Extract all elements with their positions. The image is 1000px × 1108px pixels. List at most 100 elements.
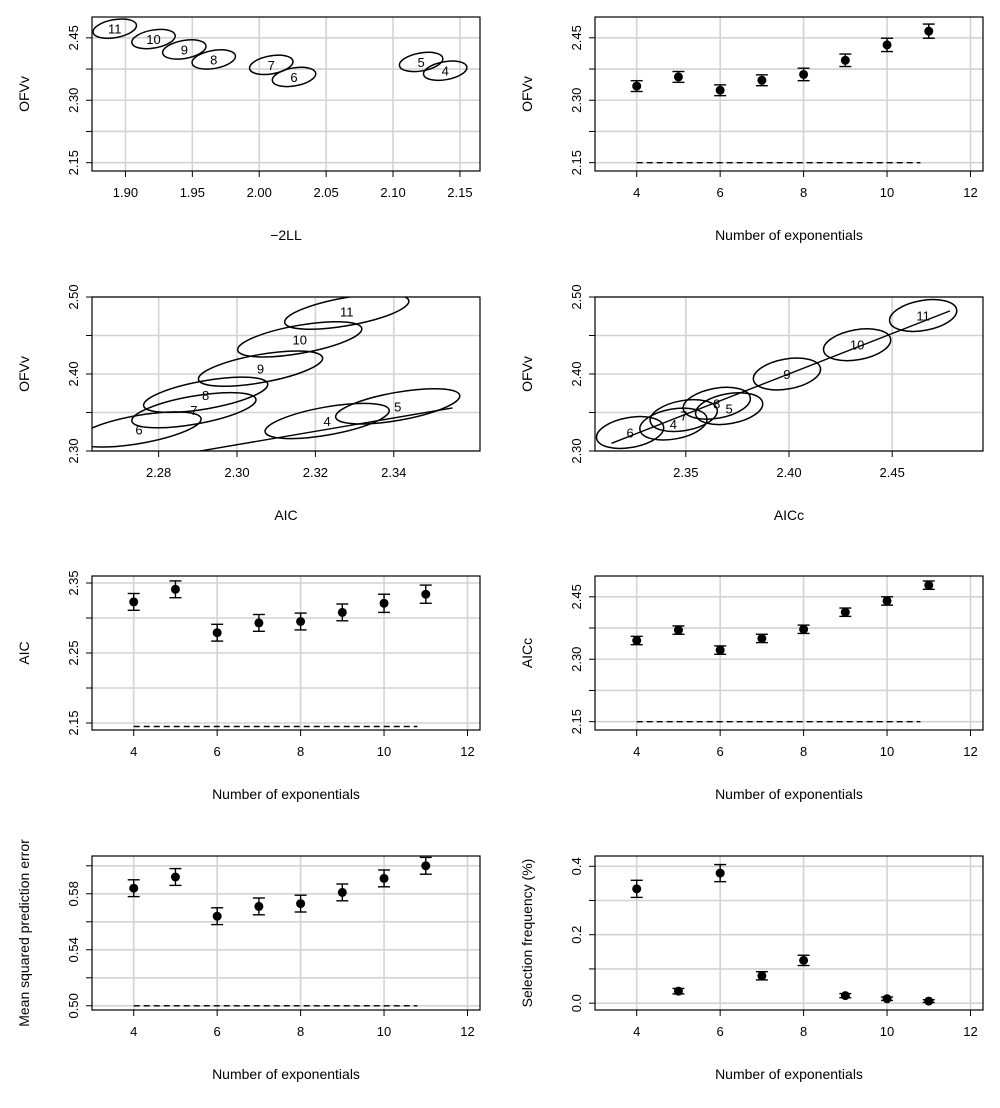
confidence-ellipse <box>283 297 410 330</box>
x-tick-label: 10 <box>880 744 894 759</box>
data-point <box>840 607 850 617</box>
x-tick-label: 10 <box>880 1024 894 1039</box>
data-point <box>632 636 642 646</box>
ellipse-label: 9 <box>181 42 188 57</box>
x-tick-label: 12 <box>963 185 977 200</box>
plot-area <box>127 580 432 728</box>
grid <box>595 17 983 171</box>
y-axis-label: AICc <box>519 638 535 668</box>
chart-7: 4 6 8 10 12 0.50 0.54 0.58 Number of exponential… <box>16 839 481 1082</box>
x-tick-label: 6 <box>214 1024 221 1039</box>
y-tick-label: 2.45 <box>569 25 584 50</box>
plot-frame <box>91 855 481 1011</box>
y-axis-label: AIC <box>16 641 32 664</box>
data-point <box>212 911 222 921</box>
y-tick-label: 2.15 <box>569 709 584 734</box>
x-tick-label: 8 <box>800 1024 807 1039</box>
x-tick-label: 2.40 <box>776 465 801 480</box>
x-axis-label: Number of exponentials <box>715 227 863 243</box>
grid <box>92 856 480 1010</box>
x-tick-label: 12 <box>460 744 474 759</box>
x-tick-label: 2.34 <box>381 465 406 480</box>
x-tick-label: 2.35 <box>673 465 698 480</box>
y-tick-label: 2.15 <box>66 150 81 175</box>
data-point <box>924 26 934 36</box>
x-axis-label: Number of exponentials <box>212 1066 360 1082</box>
x-tick-label: 4 <box>130 1024 137 1039</box>
x-tick-label: 12 <box>460 1024 474 1039</box>
x-axis-label: Number of exponentials <box>212 786 360 802</box>
data-point <box>757 971 767 981</box>
y-axis-label: OFVv <box>519 356 535 392</box>
confidence-ellipse <box>142 376 269 414</box>
data-point <box>799 69 809 79</box>
ellipse-label: 8 <box>713 396 720 411</box>
data-point <box>799 624 809 634</box>
grid <box>92 576 480 730</box>
plot-area <box>630 863 935 1006</box>
confidence-ellipse <box>888 298 958 333</box>
y-tick-label: 0.4 <box>569 857 584 875</box>
y-tick-label: 0.2 <box>569 926 584 944</box>
y-axis-label: Selection frequency (%) <box>519 859 535 1008</box>
confidence-ellipse <box>752 357 822 391</box>
confidence-ellipse <box>595 415 665 450</box>
ellipse-label: 6 <box>626 426 633 441</box>
x-tick-label: 2.00 <box>247 185 272 200</box>
data-point <box>840 55 850 65</box>
plot-frame <box>594 575 984 731</box>
data-point <box>632 884 642 894</box>
confidence-ellipse <box>639 407 708 441</box>
data-point <box>296 617 306 626</box>
data-point <box>673 72 683 82</box>
y-tick-label: 2.30 <box>66 438 81 463</box>
chart-1: 1.90 1.95 2.00 2.05 2.10 2.15 2.15 2.30 2.45 −2LL… <box>16 16 481 243</box>
x-tick-label: 2.32 <box>303 465 328 480</box>
x-tick-label: 2.05 <box>313 185 338 200</box>
confidence-ellipse <box>694 391 764 426</box>
x-tick-label: 2.45 <box>880 465 905 480</box>
data-point <box>170 584 180 594</box>
data-point <box>715 868 725 878</box>
x-tick-label: 10 <box>377 1024 391 1039</box>
grid <box>595 856 983 1010</box>
data-point <box>254 618 264 628</box>
data-point <box>129 883 139 893</box>
confidence-ellipse <box>334 387 461 425</box>
data-point <box>840 991 850 1001</box>
plot-area <box>630 580 935 723</box>
y-tick-label: 2.40 <box>569 361 584 386</box>
plot-area: 11 10 9 8 76 5 4 <box>92 18 468 88</box>
y-tick-label: 2.15 <box>569 150 584 175</box>
data-point <box>421 589 431 599</box>
data-point <box>924 580 934 590</box>
y-tick-label: 2.50 <box>569 284 584 309</box>
ellipse-label: 5 <box>726 402 733 417</box>
plot-frame <box>594 16 984 172</box>
ellipse-label: 7 <box>268 58 275 73</box>
data-point <box>337 607 347 617</box>
confidence-ellipse <box>264 402 390 440</box>
plot-area <box>630 23 935 164</box>
chart-5: 4 6 8 10 12 2.15 2.25 2.35 Number of exponential… <box>16 570 481 802</box>
ellipse-label: 5 <box>394 399 401 414</box>
ellipse-label: 5 <box>418 55 425 70</box>
chart-2: 4 6 8 10 12 2.15 2.30 2.45 Number of exponential… <box>519 16 984 243</box>
ellipse-label: 7 <box>190 403 197 418</box>
y-tick-label: 2.15 <box>66 710 81 735</box>
x-tick-label: 1.90 <box>113 185 138 200</box>
confidence-ellipse <box>422 60 468 82</box>
confidence-ellipse <box>197 350 324 387</box>
y-tick-label: 2.30 <box>569 647 584 672</box>
chart-3: 2.28 2.30 2.32 2.34 2.30 2.40 2.50 AIC OFVv 11 10 9… <box>16 284 481 523</box>
ellipse-label: 4 <box>670 417 677 432</box>
plot-frame <box>91 16 481 172</box>
y-axis-label: OFVv <box>16 356 32 392</box>
chart-8: 4 6 8 10 12 0.0 0.2 0.4 Number of exponentials Se… <box>519 855 984 1082</box>
ellipse-label: 9 <box>257 362 264 377</box>
y-tick-label: 0.0 <box>569 994 584 1012</box>
data-point <box>757 75 767 85</box>
y-tick-label: 2.35 <box>66 570 81 595</box>
x-axis-label: AICc <box>774 507 804 523</box>
